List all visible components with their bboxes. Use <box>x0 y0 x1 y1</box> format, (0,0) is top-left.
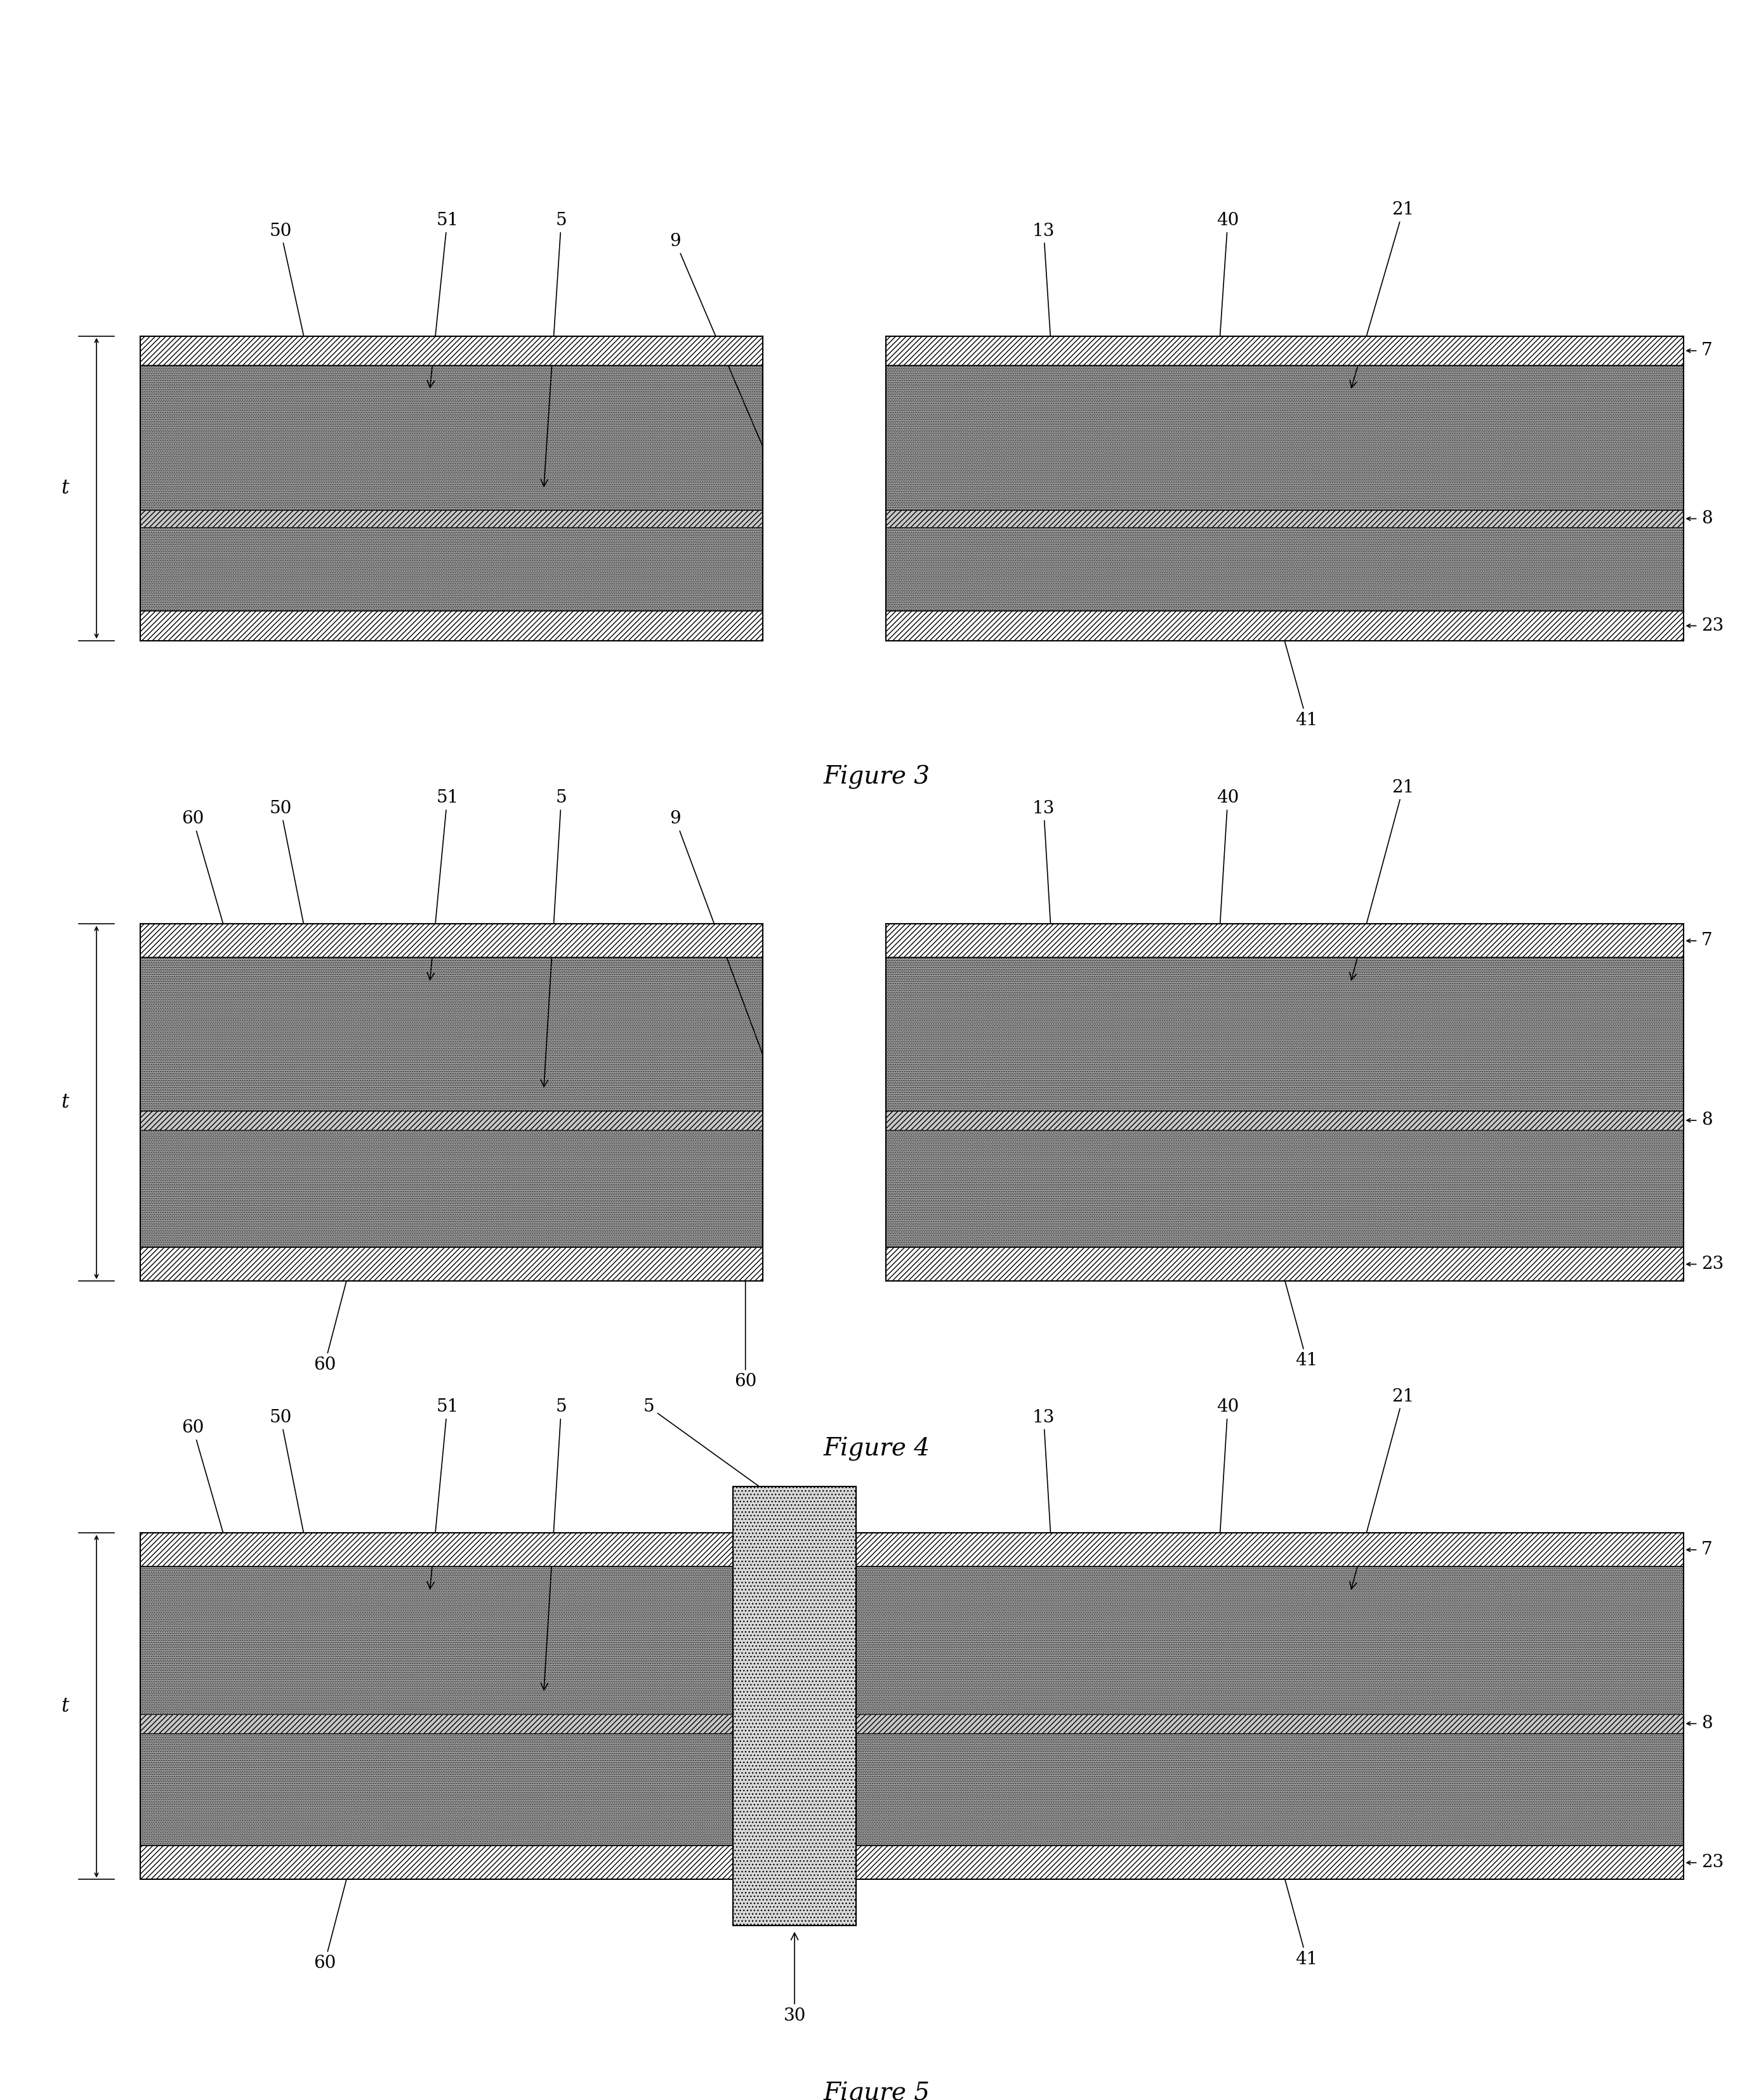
Bar <box>763 326 886 651</box>
Bar <box>856 1714 1684 1733</box>
Text: 9: 9 <box>670 811 781 1100</box>
Bar <box>886 1130 1684 1247</box>
Text: 40: 40 <box>1216 790 1238 939</box>
Bar <box>140 1567 733 1714</box>
Text: 7: 7 <box>1701 1541 1712 1558</box>
Bar <box>856 1567 1684 1714</box>
Bar <box>140 1733 733 1846</box>
Text: 13: 13 <box>1033 1409 1056 1562</box>
Bar <box>886 365 1684 510</box>
Bar <box>140 527 763 611</box>
Text: 50: 50 <box>270 223 309 349</box>
Text: 60: 60 <box>182 811 228 939</box>
Text: 8: 8 <box>1701 1111 1712 1130</box>
Bar <box>140 1567 733 1714</box>
Bar <box>886 1247 1684 1281</box>
Bar <box>140 527 763 611</box>
Text: 60: 60 <box>182 1420 228 1548</box>
Bar <box>140 924 763 958</box>
Bar <box>140 336 763 365</box>
Text: 5: 5 <box>644 1399 793 1510</box>
Bar <box>886 611 1684 640</box>
Text: 51: 51 <box>428 1399 458 1590</box>
Bar <box>140 958 763 1111</box>
Text: t: t <box>61 1092 68 1113</box>
Text: 5: 5 <box>540 790 567 1088</box>
Bar <box>140 958 763 1111</box>
Text: 21: 21 <box>1351 202 1414 388</box>
Bar <box>140 365 763 510</box>
Text: 40: 40 <box>1216 212 1238 349</box>
Text: 60: 60 <box>314 1865 353 1972</box>
Bar <box>886 527 1684 611</box>
Bar <box>763 914 886 1292</box>
Bar <box>856 1846 1684 1880</box>
Bar <box>140 611 763 640</box>
Bar <box>140 365 763 510</box>
Text: 50: 50 <box>270 1409 309 1548</box>
Text: 8: 8 <box>1701 510 1712 527</box>
Bar <box>886 336 1684 365</box>
Bar <box>140 1247 763 1281</box>
Text: 21: 21 <box>1351 779 1414 981</box>
Bar <box>856 1533 1684 1567</box>
Bar <box>886 510 1684 527</box>
Text: 7: 7 <box>1701 932 1712 949</box>
Text: 13: 13 <box>1033 223 1056 365</box>
Text: 51: 51 <box>428 790 458 981</box>
Bar <box>886 527 1684 611</box>
Bar <box>140 1111 763 1130</box>
Bar <box>140 1714 733 1733</box>
Bar <box>886 365 1684 510</box>
Bar <box>856 1733 1684 1846</box>
Text: 8: 8 <box>1701 1716 1712 1733</box>
Text: 51: 51 <box>428 212 458 388</box>
Text: Figure 3: Figure 3 <box>824 764 930 790</box>
Text: 23: 23 <box>1701 1854 1724 1871</box>
Bar <box>140 1130 763 1247</box>
Text: 50: 50 <box>270 800 309 939</box>
Bar <box>140 1733 733 1846</box>
Bar <box>886 924 1684 958</box>
Bar <box>856 1733 1684 1846</box>
Bar <box>140 1533 733 1567</box>
Bar <box>886 1111 1684 1130</box>
Text: t: t <box>61 1697 68 1716</box>
Text: 41: 41 <box>1280 1865 1317 1968</box>
Bar <box>140 510 763 527</box>
Bar <box>856 1567 1684 1714</box>
Text: 9: 9 <box>670 233 781 485</box>
Bar <box>886 958 1684 1111</box>
Text: 60: 60 <box>314 1266 353 1373</box>
Bar <box>140 1130 763 1247</box>
Text: 41: 41 <box>1280 628 1317 729</box>
Text: 23: 23 <box>1701 617 1724 634</box>
Text: Figure 5: Figure 5 <box>824 2081 930 2100</box>
Text: 5: 5 <box>540 212 567 487</box>
Text: 7: 7 <box>1701 342 1712 359</box>
Text: 60: 60 <box>735 1266 756 1390</box>
Bar <box>140 1846 733 1880</box>
Text: 41: 41 <box>1280 1266 1317 1369</box>
Bar <box>886 1130 1684 1247</box>
Text: 23: 23 <box>1701 1256 1724 1273</box>
Text: 21: 21 <box>1351 1388 1414 1590</box>
Text: 13: 13 <box>1033 800 1056 953</box>
Bar <box>886 958 1684 1111</box>
Text: Figure 4: Figure 4 <box>824 1436 930 1462</box>
Text: 5: 5 <box>540 1399 567 1691</box>
Bar <box>733 1487 856 1926</box>
Text: t: t <box>61 479 68 498</box>
Text: 40: 40 <box>1216 1399 1238 1548</box>
Text: 30: 30 <box>784 1932 805 2024</box>
